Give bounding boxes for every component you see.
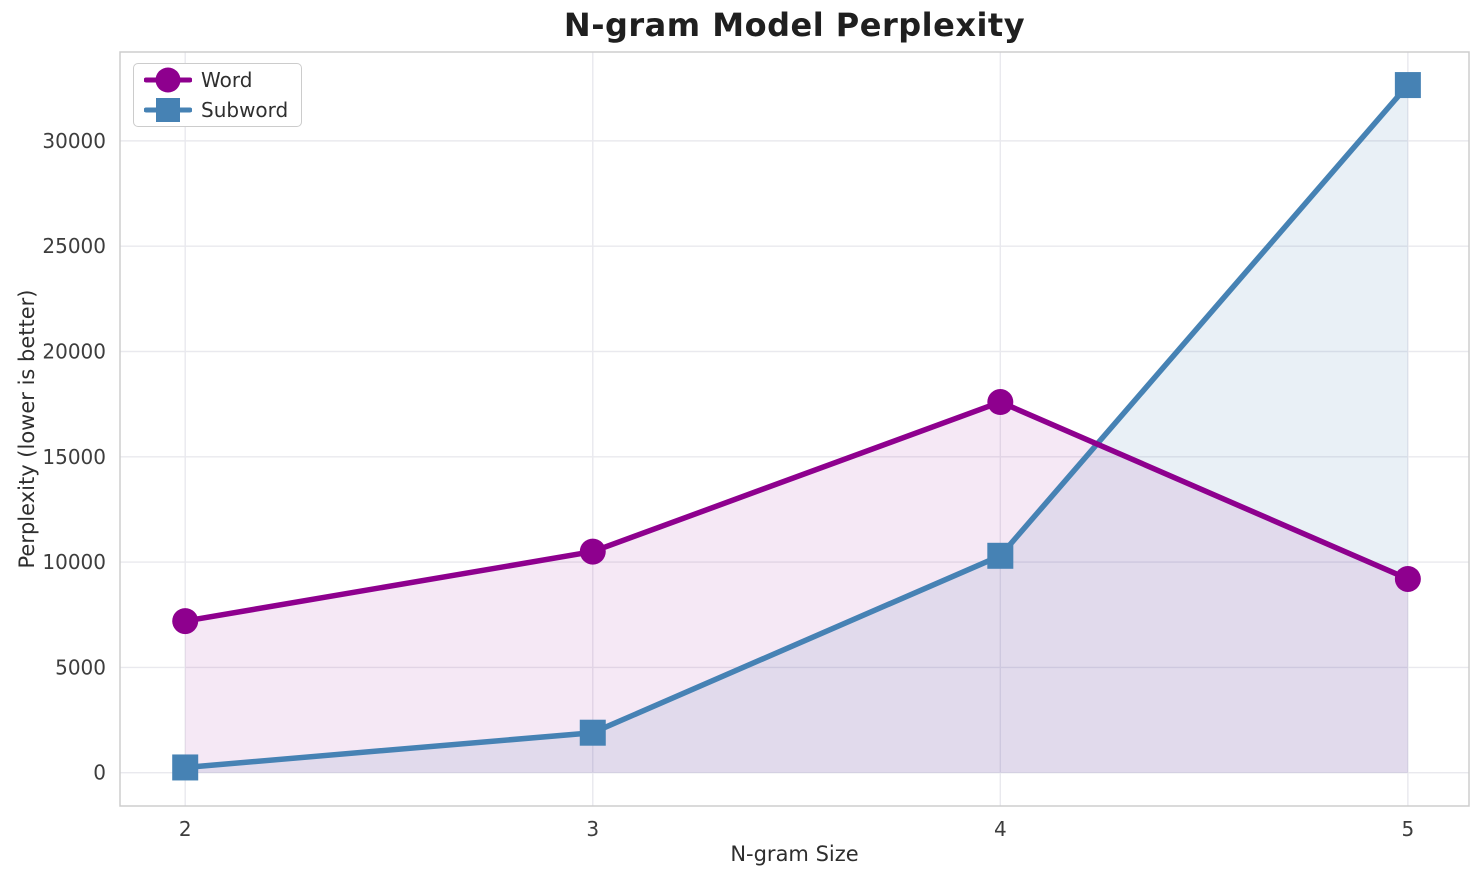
tick-labels: 0 5000 10000 15000 20000 25000 30000 2 3 4 5	[42, 129, 1414, 841]
y-tick-label: 30000	[42, 129, 106, 153]
legend: Word Subword	[133, 63, 302, 127]
subword-square-marker-icon	[144, 98, 192, 122]
x-tick-label: 5	[1401, 817, 1414, 841]
legend-label-word: Word	[201, 68, 253, 92]
y-tick-label: 10000	[42, 550, 106, 574]
y-tick-label: 25000	[42, 234, 106, 258]
word-area	[185, 402, 1408, 773]
gridlines	[120, 52, 1469, 806]
subword-area	[185, 85, 1408, 773]
x-tick-label: 4	[994, 817, 1007, 841]
x-tick-label: 3	[586, 817, 599, 841]
legend-entry-word: Word	[144, 66, 291, 94]
y-tick-label: 5000	[55, 655, 106, 679]
y-tick-label: 20000	[42, 339, 106, 363]
word-markers	[172, 389, 1421, 635]
legend-entry-subword: Subword	[144, 96, 291, 124]
subword-markers	[172, 72, 1421, 781]
word-line-marker-icon	[144, 67, 192, 93]
y-axis-label: Perplexity (lower is better)	[15, 289, 39, 569]
x-tick-label: 2	[179, 817, 192, 841]
y-tick-label: 0	[93, 761, 106, 785]
x-axis-label: N-gram Size	[730, 842, 859, 866]
y-tick-label: 15000	[42, 445, 106, 469]
subword-line	[182, 82, 1411, 771]
word-line	[182, 399, 1411, 624]
chart-title: N-gram Model Perplexity	[563, 6, 1026, 44]
plot-border	[119, 51, 1470, 807]
legend-label-subword: Subword	[201, 98, 289, 122]
